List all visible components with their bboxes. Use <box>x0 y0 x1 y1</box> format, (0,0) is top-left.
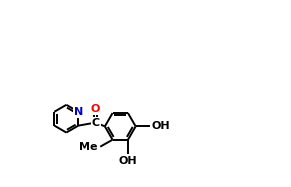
Text: OH: OH <box>152 121 171 131</box>
Text: N: N <box>74 107 83 117</box>
Text: O: O <box>91 105 100 114</box>
Text: OH: OH <box>119 156 137 166</box>
Text: Me: Me <box>79 142 97 152</box>
Text: C: C <box>92 118 100 128</box>
